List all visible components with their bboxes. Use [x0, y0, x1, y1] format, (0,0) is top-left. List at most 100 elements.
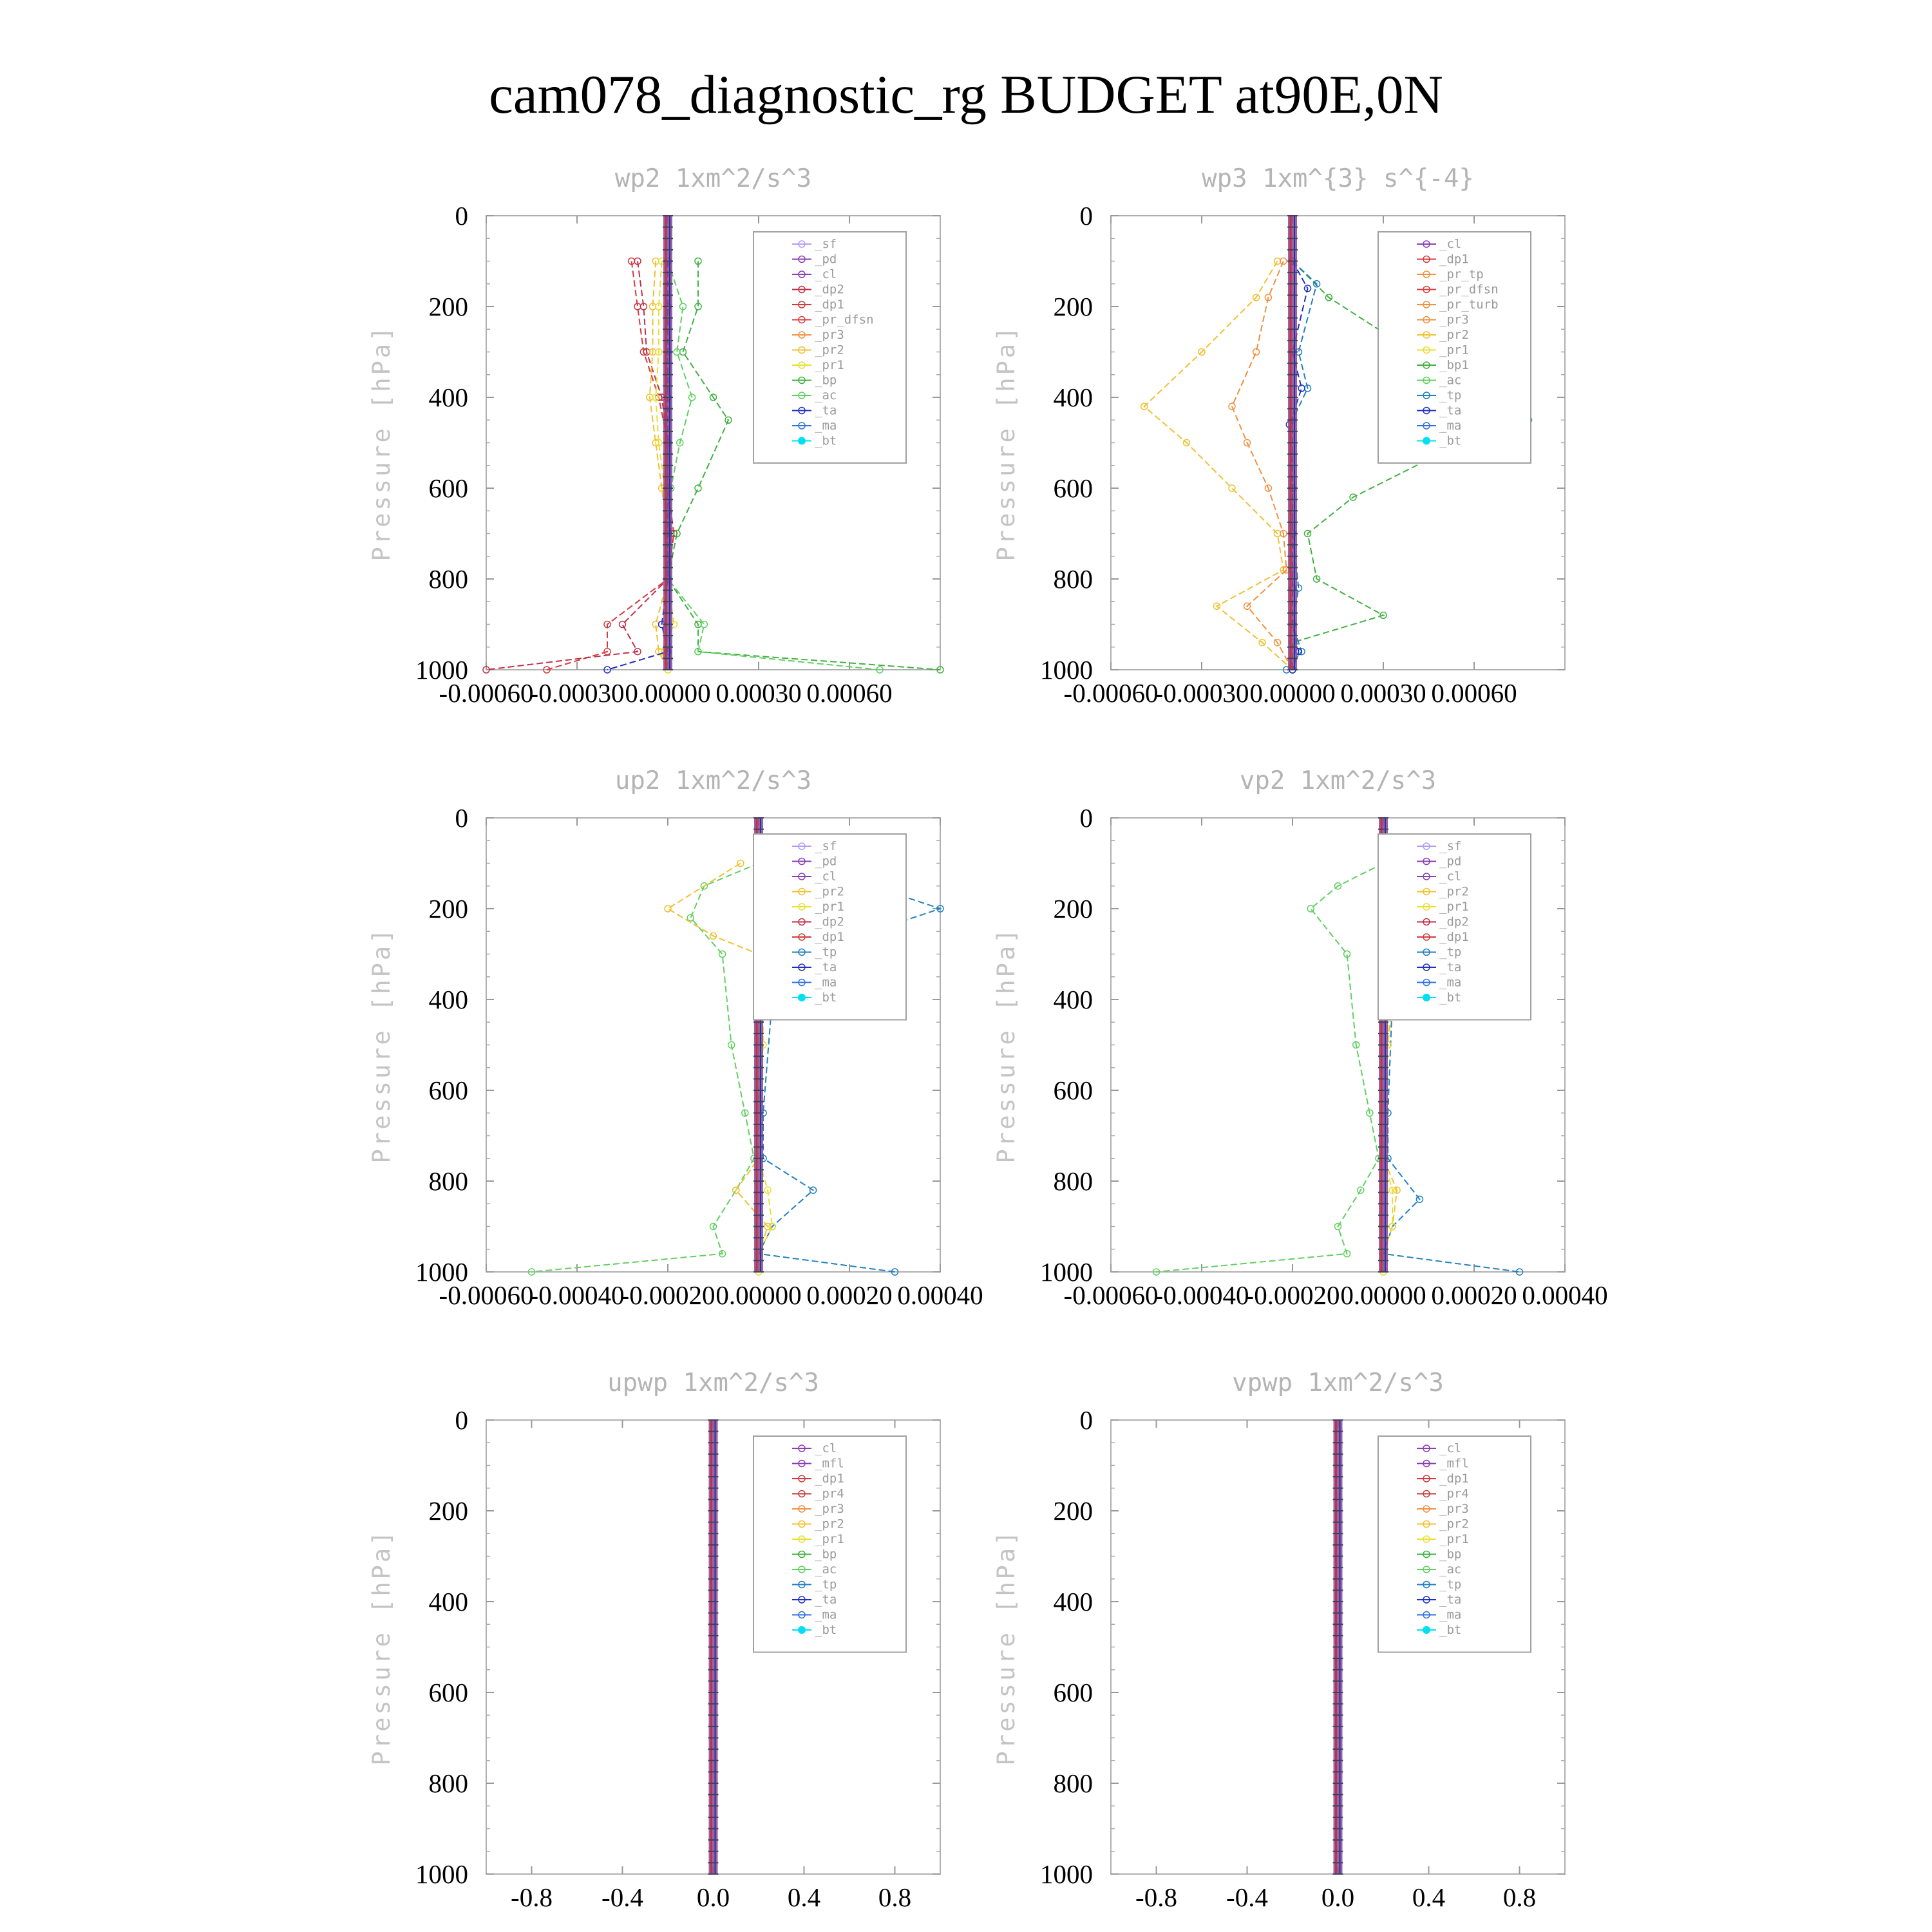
legend-marker — [798, 331, 806, 339]
legend-marker — [1423, 1535, 1430, 1543]
legend-label: _ma — [815, 419, 837, 433]
legend-marker — [798, 255, 806, 263]
legend-marker — [1423, 873, 1430, 880]
legend-label: _pr2 — [1439, 328, 1469, 342]
legend-label: _pr3 — [815, 1502, 844, 1516]
legend-marker — [798, 346, 806, 354]
series-line-ac — [1156, 862, 1384, 1273]
series-line-pr3 — [1231, 261, 1293, 670]
legend-label: _pr2 — [1439, 885, 1469, 899]
x-tick-label: -0.8 — [1135, 1882, 1177, 1912]
legend-label: _cl — [1439, 1441, 1461, 1455]
y-tick-label: 800 — [429, 1166, 469, 1196]
legend-marker — [1423, 1611, 1430, 1619]
legend-label: _pr2 — [815, 343, 844, 357]
series-marker-pr1 — [655, 303, 663, 310]
series-marker-bp — [1303, 529, 1312, 538]
legend-label: _pr1 — [1439, 900, 1469, 914]
legend-marker — [1423, 1580, 1430, 1589]
legend-label: _pr2 — [1439, 1517, 1469, 1531]
legend-marker — [1423, 285, 1430, 294]
series-marker-pr2 — [652, 439, 659, 447]
legend-label: _sf — [815, 237, 837, 251]
y-tick-label: 1000 — [1040, 655, 1093, 685]
series-marker-pr1 — [764, 1186, 772, 1194]
series-marker-pr2 — [1213, 602, 1221, 611]
legend-label: _tp — [1439, 388, 1461, 402]
legend-marker — [798, 1490, 806, 1498]
legend-marker — [1423, 240, 1430, 248]
legend-label: _tp — [1439, 1578, 1461, 1592]
series-marker-ac — [1307, 905, 1314, 913]
panel-title: vpwp 1xm^2/s^3 — [1232, 1368, 1444, 1397]
series-marker-bp — [1349, 493, 1357, 501]
legend-marker — [1423, 255, 1430, 263]
legend-label: _dp2 — [1439, 915, 1469, 929]
series-marker-dp1 — [603, 620, 611, 629]
series-marker-bp — [1312, 575, 1321, 583]
x-tick-label: -0.00060 — [439, 1280, 534, 1310]
legend-marker — [1423, 346, 1430, 354]
legend-marker — [1423, 437, 1430, 445]
series-marker-ac — [718, 1250, 726, 1258]
legend-marker — [1423, 1459, 1430, 1468]
legend-label: _pd — [1439, 855, 1461, 869]
series-marker-pr2 — [1198, 348, 1206, 356]
legend-label: _pr2 — [815, 885, 844, 899]
legend-label: _pr1 — [1439, 1532, 1469, 1546]
legend-marker — [798, 887, 806, 896]
legend-marker — [798, 1475, 806, 1482]
panel-5: vpwp 1xm^2/s^3 Pressure [hPa] 0 200 400 600 80… — [992, 1368, 1566, 1912]
legend-marker — [798, 1520, 806, 1528]
legend-marker — [1423, 857, 1430, 866]
legend-marker — [1423, 270, 1430, 278]
legend-label: _pr4 — [815, 1487, 844, 1501]
series-marker-bp — [694, 303, 702, 310]
y-tick-label: 600 — [429, 1678, 469, 1707]
y-axis-label: Pressure [hPa] — [368, 325, 395, 562]
series-marker-pr3 — [1228, 402, 1236, 410]
series-marker-ta — [1298, 384, 1305, 392]
x-tick-label: 0.00000 — [715, 1280, 801, 1310]
legend-label: _ma — [1439, 1608, 1461, 1622]
series-line-pr2 — [1143, 260, 1293, 670]
x-tick-label: 0.00030 — [1340, 678, 1426, 708]
legend-label: _ac — [1439, 1562, 1461, 1577]
legend-label: _ac — [1439, 374, 1461, 388]
series-marker-bp — [1325, 294, 1333, 301]
series-line-ac — [531, 862, 759, 1273]
series-marker-pr2 — [1228, 484, 1236, 492]
series-marker-bp — [709, 393, 717, 401]
series-line-dp1 — [546, 261, 675, 670]
series-line-dp2 — [486, 261, 672, 670]
y-tick-label: 800 — [429, 1768, 469, 1798]
legend-marker — [798, 948, 806, 956]
series-marker-pr1 — [1388, 1186, 1396, 1194]
series-marker-pr2 — [1258, 638, 1266, 647]
legend-marker — [798, 437, 806, 445]
legend-label: _pr3 — [1439, 313, 1469, 327]
legend-marker — [1423, 316, 1430, 324]
x-tick-label: 0.00060 — [806, 678, 892, 708]
series-marker-ac — [1334, 882, 1342, 890]
legend-marker — [798, 918, 806, 926]
x-tick-label: -0.00040 — [530, 1280, 625, 1310]
x-tick-label: -0.00060 — [439, 678, 534, 708]
series-marker-pr1 — [655, 348, 663, 356]
legend-marker — [1423, 1566, 1430, 1573]
legend-label: _bt — [815, 434, 837, 448]
legend-label: _dp2 — [815, 915, 844, 929]
y-tick-label: 0 — [455, 201, 469, 231]
legend-box — [1378, 1435, 1531, 1653]
legend-label: _pr_turb — [1439, 298, 1499, 312]
legend-label: _cl — [815, 869, 837, 884]
y-axis-label: Pressure [hPa] — [992, 927, 1020, 1164]
series-marker-ac — [673, 348, 681, 356]
legend-label: _bp — [815, 374, 837, 388]
x-tick-label: 0.00040 — [1522, 1280, 1607, 1310]
series-marker-dp2 — [634, 257, 641, 265]
x-tick-label: -0.00060 — [1064, 678, 1159, 708]
series-marker-ac — [688, 393, 696, 401]
y-tick-label: 0 — [455, 1405, 469, 1435]
series-marker-bp — [673, 529, 681, 538]
